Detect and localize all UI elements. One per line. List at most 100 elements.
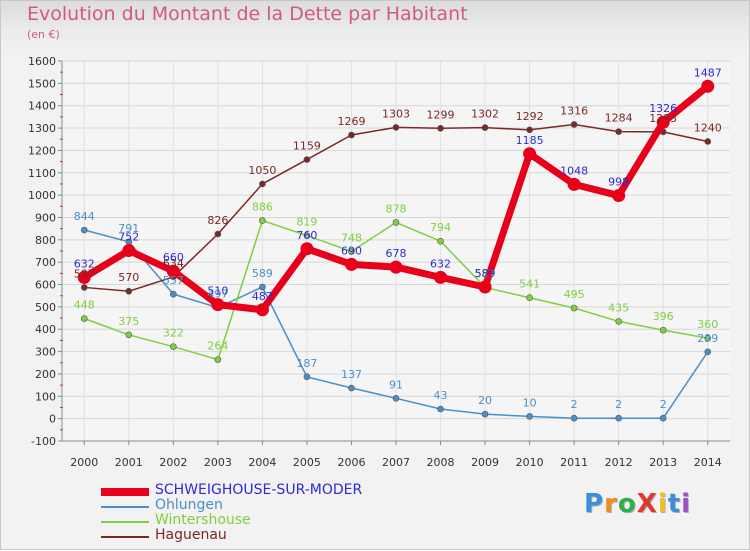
data-label: 632: [74, 257, 95, 270]
y-tick-label: 300: [35, 346, 56, 359]
data-point: [259, 217, 266, 224]
logo-letter: P: [584, 489, 605, 519]
data-label: 1050: [248, 164, 276, 177]
data-point: [80, 315, 88, 322]
data-label: 2: [660, 398, 667, 411]
y-tick-label: 0: [49, 413, 56, 426]
data-point: [392, 395, 400, 402]
y-tick-label: 800: [35, 234, 56, 247]
data-label: 1303: [382, 107, 410, 120]
data-label: 752: [118, 231, 139, 244]
data-point: [80, 226, 88, 234]
data-label: 495: [564, 288, 585, 301]
data-label: 587: [475, 267, 496, 280]
data-label: 791: [118, 222, 139, 235]
data-point: [392, 219, 400, 226]
legend-swatch: [101, 521, 149, 523]
data-label: 299: [697, 332, 718, 345]
x-tick-label: 2013: [649, 456, 677, 469]
data-label: 541: [519, 278, 540, 291]
data-label: 634: [163, 257, 184, 270]
legend-label: Wintershouse: [155, 512, 251, 528]
data-label: 487: [252, 290, 273, 303]
data-point: [704, 348, 712, 356]
data-label: 690: [341, 244, 362, 257]
x-tick-label: 2014: [694, 456, 722, 469]
data-point: [570, 414, 578, 422]
data-label: 1326: [649, 102, 677, 115]
y-tick-label: 1200: [28, 144, 56, 157]
x-tick-label: 2011: [560, 456, 588, 469]
y-tick-label: 1100: [28, 167, 56, 180]
legend-label: Ohlungen: [155, 497, 223, 513]
data-label: 322: [163, 327, 184, 340]
data-label: 1316: [560, 104, 588, 117]
data-point: [300, 242, 314, 256]
data-point: [481, 410, 489, 418]
data-point: [526, 126, 533, 134]
y-tick-label: 1000: [28, 189, 56, 202]
data-label: 1302: [471, 108, 499, 121]
legend-item: Wintershouse: [101, 512, 421, 529]
data-point: [344, 257, 358, 271]
y-tick-label: 1600: [28, 55, 56, 68]
data-point: [303, 156, 311, 163]
data-point: [389, 260, 403, 274]
y-tick-label: 500: [35, 301, 56, 314]
data-label: 678: [386, 247, 407, 260]
data-label: 435: [608, 301, 629, 314]
data-point: [77, 270, 91, 284]
data-label: 264: [207, 340, 228, 353]
data-point: [659, 326, 667, 334]
data-label: 998: [608, 176, 629, 189]
y-tick-label: 1300: [28, 122, 56, 135]
data-label: 660: [163, 251, 184, 264]
data-point: [567, 177, 581, 191]
data-point: [122, 244, 136, 258]
data-point: [348, 131, 355, 139]
data-label: 1185: [516, 134, 544, 147]
data-label: 10: [523, 396, 537, 409]
y-tick-label: 1500: [28, 77, 56, 90]
data-label: 360: [697, 318, 718, 331]
x-tick-label: 2008: [427, 456, 455, 469]
y-tick-label: 700: [35, 256, 56, 269]
data-label: 886: [252, 201, 273, 214]
data-point: [259, 180, 266, 188]
data-point: [615, 414, 622, 422]
x-tick-label: 2012: [605, 456, 633, 469]
data-point: [478, 280, 492, 294]
data-label: 819: [296, 216, 317, 229]
y-tick-label: 1400: [28, 100, 56, 113]
legend-item: Ohlungen: [101, 497, 421, 514]
data-label: 587: [74, 267, 95, 280]
x-tick-label: 2001: [115, 456, 143, 469]
x-tick-label: 2010: [516, 456, 544, 469]
data-point: [303, 232, 311, 239]
legend-label: Haguenau: [155, 527, 227, 543]
data-point: [392, 124, 400, 131]
data-label: 844: [74, 210, 95, 223]
data-point: [434, 270, 448, 284]
chart-title: Evolution du Montant de la Dette par Hab…: [27, 3, 468, 25]
data-label: 589: [475, 267, 496, 280]
data-label: 632: [430, 257, 451, 270]
data-point: [615, 318, 622, 325]
data-point: [303, 373, 311, 381]
y-tick-label: 900: [35, 211, 56, 224]
data-point: [348, 248, 355, 255]
y-tick-label: 600: [35, 279, 56, 292]
data-label: 1487: [694, 66, 722, 79]
data-point: [214, 230, 222, 238]
logo-letter: t: [667, 489, 682, 519]
data-point: [437, 124, 444, 132]
data-point: [170, 343, 177, 350]
x-tick-label: 2002: [159, 456, 187, 469]
data-label: 826: [207, 214, 228, 227]
data-label: 20: [478, 394, 492, 407]
data-point: [437, 237, 444, 245]
data-label: 448: [74, 299, 95, 312]
y-tick-label: 400: [35, 323, 56, 336]
